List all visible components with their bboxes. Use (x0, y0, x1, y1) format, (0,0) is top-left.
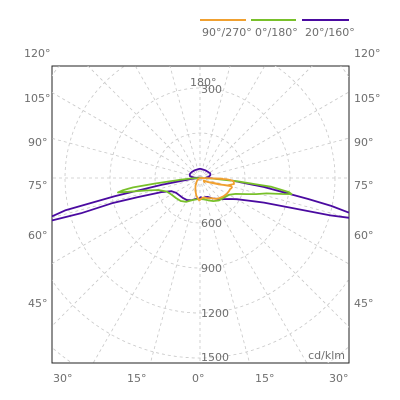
grid-radial-line (199, 177, 250, 363)
radial-tick-300: 300 (201, 83, 222, 96)
grid-radial-line (199, 137, 349, 179)
radial-tick-900: 900 (201, 262, 222, 275)
grid-radial-line (52, 137, 201, 179)
angle-label-left-105: 105° (24, 92, 51, 105)
radial-tick-1500: 1500 (201, 351, 229, 364)
legend-label-90-270: 90°/270° (202, 26, 252, 39)
grid-radial-line (199, 177, 349, 219)
grid-radial-line (52, 177, 201, 327)
angle-label-left-120: 120° (24, 47, 51, 60)
angle-label-right-105: 105° (354, 92, 381, 105)
grid-radial-line (134, 66, 201, 179)
grid-radial-line (199, 177, 308, 363)
bottom-angle-label-15-right: 15° (255, 372, 275, 385)
curve-90-270 (194, 177, 235, 202)
bottom-angle-label-30-left: 30° (53, 372, 73, 385)
grid-radial-line (52, 177, 201, 264)
unit-label: cd/klm (308, 349, 345, 362)
grid-radial-line (87, 66, 201, 179)
grid-radial-line (199, 91, 349, 179)
legend-label-0-180: 0°/180° (255, 26, 298, 39)
angle-label-right-60: 60° (354, 229, 374, 242)
grid-radial-line (52, 92, 201, 179)
grid-radial-line (150, 177, 201, 363)
bottom-angle-label-15-left: 15° (127, 372, 147, 385)
plot-frame (51, 65, 350, 364)
legend-label-20-160: 20°/160° (305, 26, 355, 39)
radial-tick-600: 600 (201, 217, 222, 230)
angle-label-left-75: 75° (28, 179, 48, 192)
curves (52, 167, 349, 222)
radial-tick-1200: 1200 (201, 307, 229, 320)
angle-label-right-45: 45° (354, 297, 374, 310)
angle-label-right-75: 75° (354, 179, 374, 192)
legend: 90°/270° 0°/180° 20°/160° (200, 19, 355, 39)
grid-radial-line (169, 66, 201, 179)
grid-radial-line (199, 66, 266, 179)
curve-20-160 (52, 167, 349, 222)
bottom-angle-label-30-right: 30° (329, 372, 349, 385)
grid-radial-line (199, 177, 349, 265)
grid-radial-line (199, 177, 349, 328)
grid-radial-line (52, 177, 201, 219)
angle-label-left-45: 45° (28, 297, 48, 310)
bottom-angle-label-0: 0° (192, 372, 205, 385)
angle-label-right-90: 90° (354, 136, 374, 149)
angle-label-left-60: 60° (28, 229, 48, 242)
top-angle-label-180: 180° (190, 76, 217, 89)
grid-radial-line (92, 177, 201, 363)
angle-label-right-120: 120° (354, 47, 381, 60)
angle-label-left-90: 90° (28, 136, 48, 149)
